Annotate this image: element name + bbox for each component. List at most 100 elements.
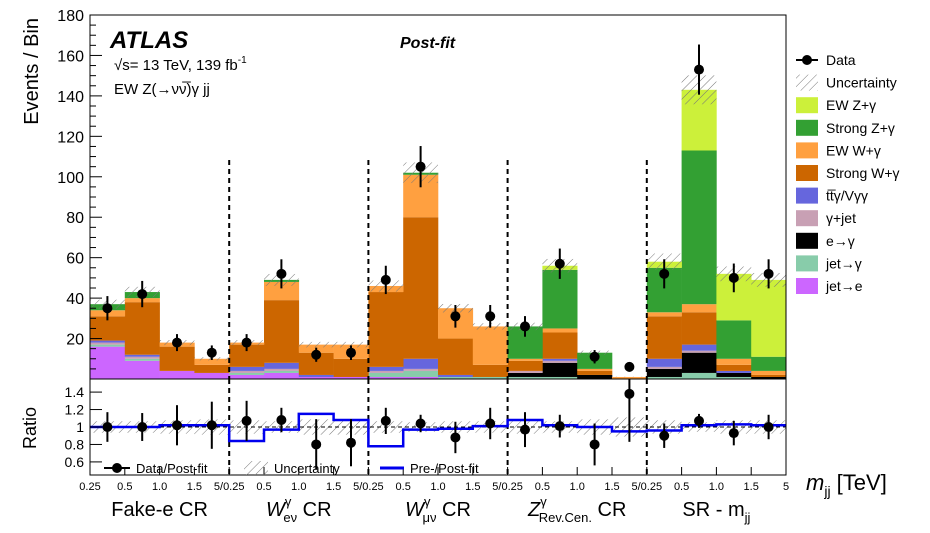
bar-jet-e-5	[229, 375, 264, 379]
bar-strong-z--20	[751, 357, 786, 371]
legend-item-11-label: jet→e	[825, 278, 863, 294]
uncertainty-band-7	[299, 342, 334, 348]
x-axis-var: m	[806, 470, 824, 495]
bar-strong-w--12	[473, 365, 508, 377]
bar--jet-9	[368, 371, 403, 373]
ratio-point-15	[590, 439, 600, 449]
legend-item-9-swatch	[796, 233, 818, 249]
ratio-y-tick-label-0.6: 0.6	[65, 454, 85, 470]
bar-strong-w--4	[194, 365, 229, 373]
x-tick-label-5: 0.5	[256, 481, 271, 493]
bar-strong-w--14	[542, 332, 577, 358]
legend-item-6-label: Strong W+γ	[826, 165, 900, 181]
bar-tt-v--19	[716, 371, 751, 373]
bar-e--18	[682, 353, 717, 373]
data-point-15	[590, 352, 600, 362]
bar-jet-e-1	[90, 347, 125, 379]
bar-ew-z--20	[751, 280, 786, 357]
bar-tt-v--14	[542, 359, 577, 361]
data-point-16	[624, 362, 634, 372]
bar--jet-14	[542, 361, 577, 363]
x-tick-label-2: 1.0	[152, 481, 167, 493]
energy-text: = 13 TeV, 139 fb	[130, 57, 238, 74]
stacked-bars	[90, 90, 786, 379]
ratio-point-5	[242, 416, 252, 426]
y-tick-label-60: 60	[66, 251, 84, 268]
region-label-sup-4: γ	[540, 494, 547, 509]
legend-item-2-label: Uncertainty	[826, 75, 897, 91]
ratio-y-tick-label-1: 1	[76, 419, 84, 435]
x-axis-sub: jj	[823, 483, 830, 499]
bar-e--17	[647, 369, 682, 377]
ratio-point-6	[276, 415, 286, 425]
bar--jet-6	[264, 369, 299, 371]
energy-label: √s= 13 TeV, 139 fb-1	[114, 55, 247, 74]
legend-item-2-swatch	[796, 75, 818, 91]
bar--jet-2	[125, 357, 160, 359]
x-tick-label-19: 1.5	[744, 481, 759, 493]
data-point-4	[207, 348, 217, 358]
data-point-19	[729, 273, 739, 283]
lumi-exponent: -1	[238, 55, 247, 66]
ratio-point-9	[381, 416, 391, 426]
x-tick-label-12: 5/0.25	[492, 481, 523, 493]
data-point-6	[276, 269, 286, 279]
bar-tt-v--18	[682, 345, 717, 351]
bar-strong-w--13	[508, 361, 543, 371]
bar--jet-10	[403, 369, 438, 371]
bar-strong-w--2	[125, 302, 160, 355]
legend-item-4-label: Strong Z+γ	[826, 120, 895, 136]
y-tick-label-120: 120	[57, 129, 84, 146]
y-tick-label-180: 180	[57, 8, 84, 25]
ratio-point-12	[485, 419, 495, 429]
ratio-point-14	[555, 421, 565, 431]
y-tick-label-20: 20	[66, 332, 84, 349]
bar-jet--5	[229, 373, 264, 375]
bar-tt-v--5	[229, 367, 264, 371]
legend-item-5-label: EW W+γ	[826, 142, 881, 158]
y-axis-label: Events / Bin	[21, 18, 43, 125]
bar-jet--1	[90, 345, 125, 347]
legend-item-6-swatch	[796, 165, 818, 181]
x-tick-label-14: 1.0	[570, 481, 585, 493]
bar-ew-w--20	[751, 371, 786, 375]
ratio-legend-data-marker	[112, 463, 122, 473]
data-point-1	[102, 303, 112, 313]
bar--jet-17	[647, 367, 682, 369]
bar-tt-v--11	[438, 375, 473, 377]
x-tick-label-3: 1.5	[187, 481, 202, 493]
ratio-legend-data-label: Data/Post-fit	[136, 461, 208, 476]
ratio-y-tick-label-0.8: 0.8	[65, 436, 85, 452]
x-tick-label-6: 1.0	[291, 481, 306, 493]
data-point-13	[520, 321, 530, 331]
legend-item-9-label: e→γ	[826, 233, 855, 249]
bar-ew-w--14	[542, 328, 577, 332]
bar-strong-w--6	[264, 300, 299, 363]
y-tick-label-40: 40	[66, 291, 84, 308]
sqrt-s: √s	[114, 57, 130, 74]
bar-tt-v--6	[264, 363, 299, 369]
x-tick-label-8: 5/0.25	[353, 481, 384, 493]
bar-e--13	[508, 373, 543, 377]
x-tick-label-1: 0.5	[117, 481, 132, 493]
legend-item-7-label: tt̅γ/Vγγ	[826, 188, 868, 204]
region-label-sub-5: jj	[744, 510, 751, 525]
bar-strong-w--19	[716, 365, 751, 371]
legend-item-7-swatch	[796, 188, 818, 204]
fit-label: Post-fit	[400, 35, 456, 52]
bar-strong-z--18	[682, 150, 717, 304]
x-axis-unit: [TeV]	[831, 470, 887, 495]
atlas-label: ATLAS	[109, 27, 188, 54]
bar-tt-v--1	[90, 341, 125, 343]
bar-tt-v--7	[299, 375, 334, 377]
bar-e--14	[542, 363, 577, 377]
x-tick-label-13: 0.5	[535, 481, 550, 493]
data-point-11	[450, 311, 460, 321]
region-label-5: SR - mjj	[682, 499, 750, 525]
bar-strong-w--10	[403, 217, 438, 359]
bar-tt-v--9	[368, 367, 403, 371]
